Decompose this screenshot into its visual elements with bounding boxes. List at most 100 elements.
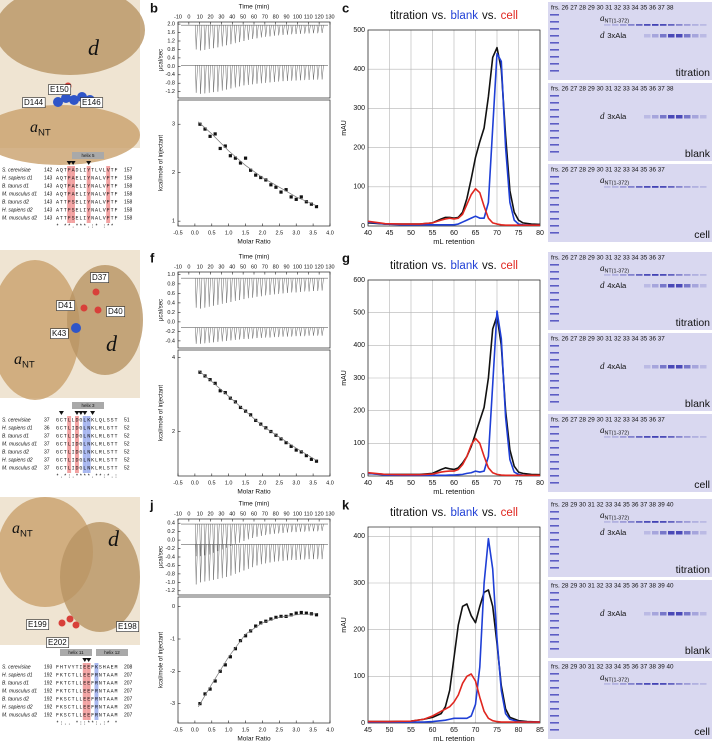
seq-end: 52 bbox=[124, 449, 130, 455]
y-tick-label: 1.6 bbox=[167, 30, 175, 36]
highlight bbox=[106, 166, 111, 223]
injection-peak bbox=[195, 65, 198, 93]
species: H. sapiens d2 bbox=[2, 704, 33, 710]
seq-end: 158 bbox=[124, 207, 133, 213]
injection-peak bbox=[195, 524, 198, 557]
injection-peak bbox=[290, 544, 294, 560]
surface bbox=[0, 0, 145, 75]
injection-peak bbox=[277, 65, 281, 82]
gel-band bbox=[668, 436, 675, 438]
seq-start: 143 bbox=[44, 215, 53, 221]
injection-peak bbox=[316, 278, 320, 292]
x-tick-label: 3.5 bbox=[309, 727, 317, 733]
residue-sphere bbox=[80, 304, 88, 312]
injection-peak bbox=[299, 278, 303, 292]
point bbox=[213, 132, 217, 136]
ladder-band bbox=[550, 546, 559, 548]
point bbox=[238, 405, 243, 410]
residue-box bbox=[50, 328, 69, 339]
x-tick-label: 50 bbox=[240, 14, 246, 20]
injection-peak bbox=[295, 524, 298, 533]
x-tick-label: 1.0 bbox=[225, 727, 233, 733]
label-main: a bbox=[600, 672, 605, 682]
injection-peak bbox=[273, 65, 276, 82]
seq-end: 158 bbox=[124, 215, 133, 221]
label-sub: NT(1-372) bbox=[605, 678, 630, 684]
point bbox=[254, 624, 258, 628]
conservation: * **.***.:* :** bbox=[56, 223, 115, 229]
gel-band bbox=[668, 612, 675, 616]
species: H. sapiens d2 bbox=[2, 207, 33, 213]
plot-frame bbox=[177, 349, 331, 477]
injection-peak bbox=[199, 524, 203, 557]
injection-peak bbox=[247, 327, 250, 340]
injection-peak bbox=[295, 327, 298, 337]
injection-peak bbox=[286, 25, 290, 35]
seq-start: 192 bbox=[44, 696, 53, 702]
gel-band bbox=[676, 612, 683, 616]
gel-band bbox=[692, 274, 699, 276]
gel-band bbox=[628, 186, 635, 188]
injection-peak bbox=[234, 278, 237, 301]
injection-peak bbox=[203, 524, 207, 556]
injection-peak bbox=[264, 278, 268, 296]
gel-band bbox=[620, 683, 627, 685]
injection-peak bbox=[208, 65, 211, 93]
gel bbox=[548, 252, 712, 330]
gel-band bbox=[644, 521, 651, 523]
ladder-band bbox=[550, 137, 559, 139]
gel-band bbox=[700, 521, 707, 523]
y-tick-label: 0.6 bbox=[167, 291, 175, 297]
gel-band bbox=[660, 274, 667, 276]
species: B. taurus d2 bbox=[2, 696, 29, 702]
ladder-band bbox=[550, 21, 559, 23]
ladder-band bbox=[550, 299, 559, 301]
injection-peak bbox=[308, 25, 311, 34]
condition: cell bbox=[694, 726, 710, 738]
injection-peak bbox=[321, 65, 324, 80]
ladder-band bbox=[550, 102, 559, 104]
gel-band bbox=[700, 34, 707, 38]
point bbox=[304, 454, 308, 458]
y-tick-label: 300 bbox=[353, 105, 365, 112]
species: B. taurus d1 bbox=[2, 183, 29, 189]
seq-end: 207 bbox=[124, 712, 133, 718]
injection-peak bbox=[208, 524, 211, 555]
x-tick-label: 40 bbox=[364, 230, 372, 237]
injection-peak bbox=[251, 524, 255, 539]
y-tick-label: 2.0 bbox=[167, 22, 175, 28]
seq-start: 37 bbox=[44, 457, 50, 463]
gel-band bbox=[660, 186, 667, 188]
injection-peak bbox=[221, 278, 224, 304]
gel-band bbox=[612, 186, 619, 188]
point bbox=[243, 156, 248, 160]
title-name: cell bbox=[501, 10, 518, 22]
gel-band bbox=[684, 115, 691, 119]
point bbox=[208, 134, 212, 138]
injection-peak bbox=[216, 524, 220, 552]
x-tick-label: -0.5 bbox=[173, 727, 182, 733]
helix-label: helix 3 bbox=[81, 403, 95, 408]
residue-box bbox=[90, 272, 110, 283]
injection-peak bbox=[290, 327, 294, 337]
gel-band bbox=[652, 531, 659, 535]
gel-band bbox=[692, 115, 699, 119]
species: B. taurus d1 bbox=[2, 680, 29, 686]
ladder-band bbox=[550, 387, 559, 389]
y-tick-label: -0.8 bbox=[166, 81, 175, 87]
seq-start: 37 bbox=[44, 441, 50, 447]
point bbox=[208, 378, 212, 382]
y-tick-label: 400 bbox=[353, 533, 365, 540]
residue-sphere bbox=[58, 619, 66, 627]
ladder-band bbox=[550, 14, 559, 16]
gel-band bbox=[604, 186, 611, 188]
x-tick-label: 60 bbox=[251, 14, 257, 20]
x-tick-label: 110 bbox=[304, 14, 313, 20]
injection-peak bbox=[255, 25, 259, 39]
ladder-band bbox=[550, 715, 559, 717]
gel-band bbox=[636, 186, 643, 188]
gel-band bbox=[700, 24, 707, 26]
ladder-band bbox=[550, 197, 559, 199]
injection-peak bbox=[277, 278, 281, 294]
x-tick-label: 3.0 bbox=[292, 230, 300, 236]
